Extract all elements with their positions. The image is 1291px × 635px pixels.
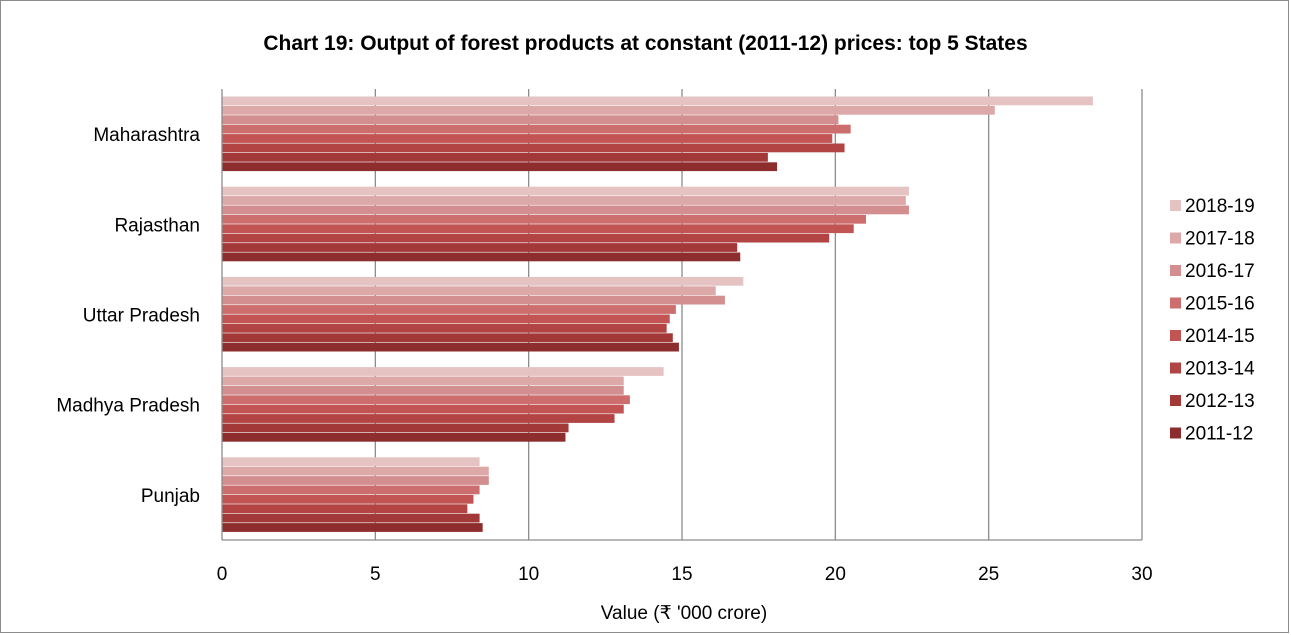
category-label: Uttar Pradesh — [83, 306, 200, 327]
bar-2018-19 — [222, 367, 664, 376]
legend-swatch — [1170, 330, 1181, 341]
bar-2015-16 — [222, 124, 851, 134]
legend-swatch — [1170, 362, 1181, 374]
bar-2017-18 — [222, 466, 489, 476]
category-label: Madhya Pradesh — [56, 396, 200, 417]
chart-title: Chart 19: Output of forest products at c… — [263, 32, 1028, 55]
bar-2015-16 — [222, 485, 480, 495]
legend-swatch — [1170, 265, 1181, 276]
x-tick-label: 0 — [217, 564, 228, 585]
x-tick-label: 10 — [518, 564, 539, 585]
bar-2013-14 — [222, 414, 615, 423]
bar-2017-18 — [222, 286, 716, 296]
axes: 0 5 10 15 20 25 30 Maharashtra Rajasthan Uttar Pr… — [56, 89, 1153, 585]
legend-label: 2017-18 — [1185, 229, 1255, 250]
bar-2013-14 — [222, 504, 468, 514]
x-tick-label: 15 — [671, 564, 692, 585]
x-tick-label: 20 — [825, 564, 846, 585]
bar-2017-18 — [222, 196, 906, 205]
bar-2018-19 — [222, 276, 744, 286]
bar-2018-19 — [222, 96, 1093, 106]
bar-2018-19 — [222, 457, 480, 467]
bar-2016-17 — [222, 476, 489, 485]
legend-label: 2013-14 — [1185, 359, 1255, 380]
bar-2012-13 — [222, 152, 768, 162]
x-tick-label: 5 — [370, 564, 381, 585]
bar-2012-13 — [222, 513, 480, 523]
bar-2012-13 — [222, 423, 569, 433]
legend-label: 2018-19 — [1185, 196, 1255, 217]
bar-2016-17 — [222, 115, 839, 125]
x-tick-label: 25 — [978, 564, 999, 585]
bar-2017-18 — [222, 105, 995, 115]
bar-2013-14 — [222, 143, 845, 153]
bar-2015-16 — [222, 395, 630, 405]
bar-2014-15 — [222, 314, 670, 324]
legend-swatch — [1170, 297, 1181, 309]
bar-2011-12 — [222, 162, 778, 172]
legend-swatch — [1170, 427, 1181, 439]
legend-label: 2015-16 — [1185, 294, 1255, 315]
category-label: Punjab — [141, 486, 200, 507]
legend: 2018-19 2017-18 2016-17 2015-16 2014-15 2013-… — [1170, 196, 1255, 445]
bar-2011-12 — [222, 523, 483, 532]
bar-2018-19 — [222, 186, 909, 196]
category-label: Maharashtra — [93, 125, 200, 146]
legend-label: 2016-17 — [1185, 261, 1255, 282]
bar-2014-15 — [222, 494, 474, 504]
legend-label: 2012-13 — [1185, 391, 1255, 412]
bar-2014-15 — [222, 404, 624, 414]
bar-2012-13 — [222, 333, 673, 343]
bar-2017-18 — [222, 376, 624, 386]
legend-swatch — [1170, 200, 1181, 211]
bar-2016-17 — [222, 295, 725, 305]
bar-2013-14 — [222, 233, 830, 243]
bar-2013-14 — [222, 323, 667, 333]
bars — [222, 96, 1093, 532]
legend-label: 2011-12 — [1185, 424, 1253, 445]
bar-2011-12 — [222, 432, 566, 442]
bar-2011-12 — [222, 252, 741, 262]
bar-2014-15 — [222, 224, 854, 234]
legend-swatch — [1170, 395, 1181, 406]
bar-2011-12 — [222, 342, 679, 352]
legend-swatch — [1170, 232, 1181, 244]
bar-2015-16 — [222, 214, 866, 224]
legend-label: 2014-15 — [1185, 326, 1255, 347]
bar-2016-17 — [222, 385, 624, 395]
category-label: Rajasthan — [114, 215, 200, 236]
bar-2016-17 — [222, 205, 909, 215]
x-axis-title: Value (₹ '000 crore) — [601, 603, 767, 624]
bar-2015-16 — [222, 305, 676, 314]
x-tick-label: 30 — [1131, 564, 1152, 585]
bar-2014-15 — [222, 134, 833, 143]
bar-2012-13 — [222, 243, 738, 252]
